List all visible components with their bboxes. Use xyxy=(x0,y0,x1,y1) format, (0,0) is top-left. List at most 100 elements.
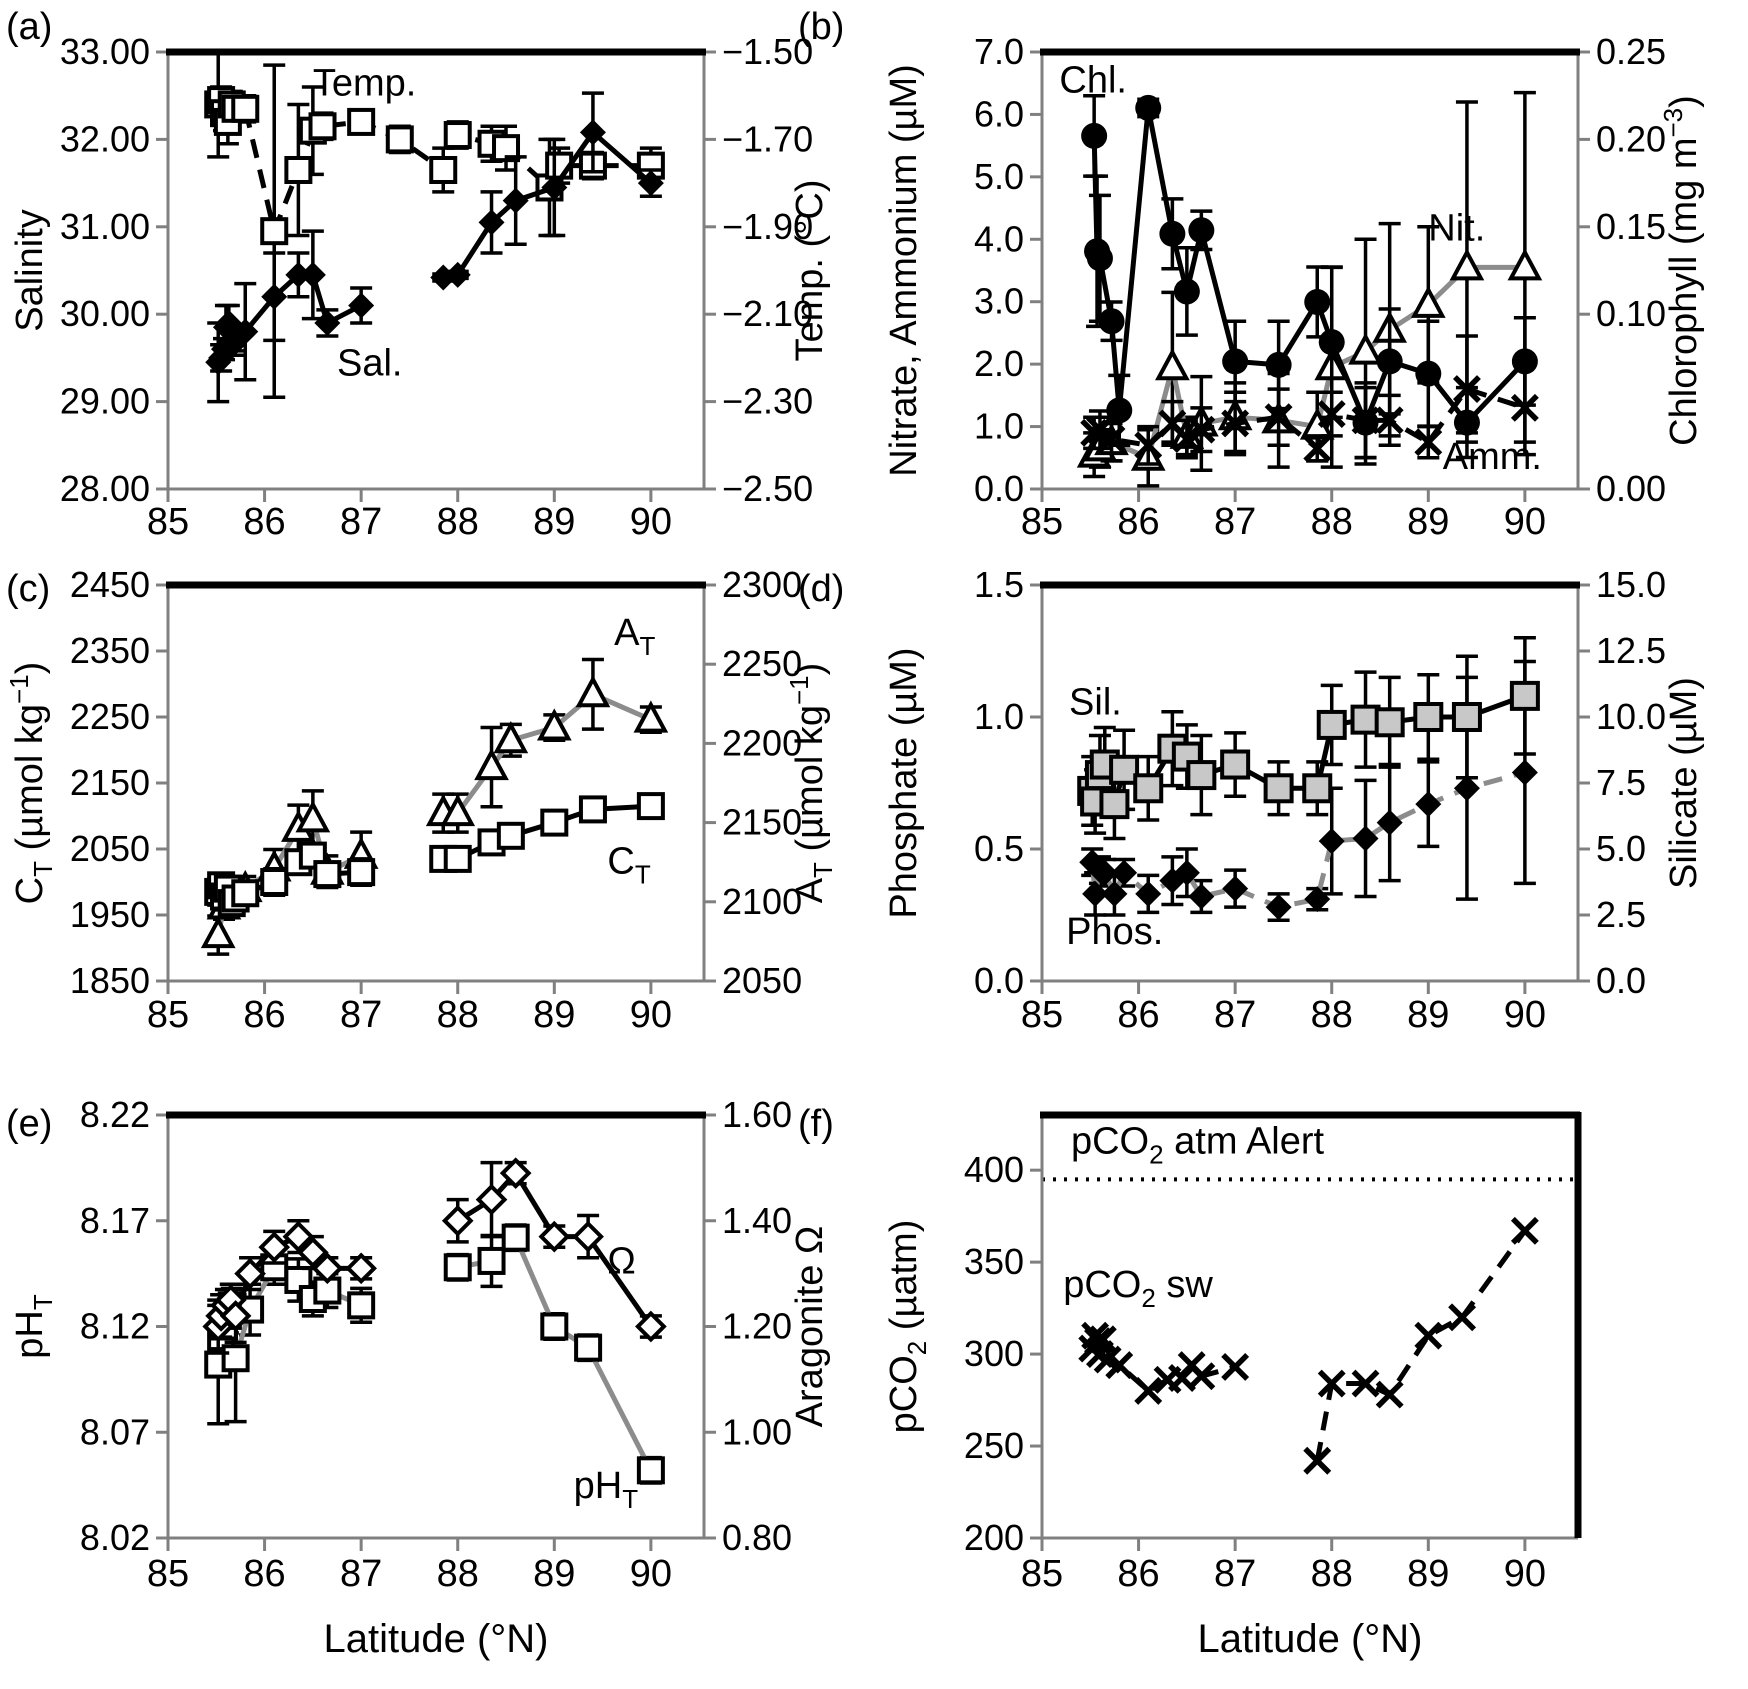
svg-text:86: 86 xyxy=(1117,1553,1159,1595)
left-axis: 1.5 1.0 0.5 0.0 Phosphate (µM) xyxy=(883,564,1042,1001)
right-axis: 0.25 0.20 0.15 0.10 0.00 Chlorophyll (mg m−3) xyxy=(1578,31,1705,509)
panel-e: 85 86 87 88 89 90 Latitude (°N) 8.22 8.17 8.12 8.0… xyxy=(0,1080,874,1689)
svg-text:200: 200 xyxy=(964,1517,1024,1558)
svg-text:10.0: 10.0 xyxy=(1596,696,1666,737)
svg-text:2350: 2350 xyxy=(70,630,150,671)
svg-text:29.00: 29.00 xyxy=(60,381,150,422)
svg-text:8.02: 8.02 xyxy=(80,1517,150,1558)
svg-text:1850: 1850 xyxy=(70,960,150,1001)
left-axis-title: Phosphate (µM) xyxy=(883,647,925,918)
panel-letter-c: (c) xyxy=(6,568,51,610)
svg-text:89: 89 xyxy=(533,994,575,1036)
svg-text:2.5: 2.5 xyxy=(1596,894,1646,935)
svg-text:5.0: 5.0 xyxy=(1596,828,1646,869)
left-axis-title: Nitrate, Ammonium (µM) xyxy=(883,64,925,477)
annotation: Nit. xyxy=(1428,208,1485,250)
svg-text:90: 90 xyxy=(1504,501,1546,540)
series-chlorophyll xyxy=(1081,93,1538,460)
panel-c: 85 86 87 88 89 90 2450 2350 2250 2150 2050 1950 1850… xyxy=(0,540,874,1080)
svg-text:2.0: 2.0 xyxy=(974,343,1024,384)
svg-text:2200: 2200 xyxy=(722,722,802,763)
svg-text:33.00: 33.00 xyxy=(60,31,150,72)
svg-text:−2.50: −2.50 xyxy=(722,468,813,509)
svg-text:88: 88 xyxy=(1311,1553,1353,1595)
svg-text:0.00: 0.00 xyxy=(1596,468,1666,509)
svg-text:89: 89 xyxy=(533,501,575,540)
svg-text:90: 90 xyxy=(1504,1553,1546,1595)
svg-text:8.22: 8.22 xyxy=(80,1094,150,1135)
panel-letter-f: (f) xyxy=(798,1103,834,1145)
svg-text:300: 300 xyxy=(964,1333,1024,1374)
series-silicate xyxy=(1077,636,1540,841)
panel-a-chart: 85 86 87 88 89 90 33.00 32.00 31.00 30.00 29.00 28.… xyxy=(9,31,831,540)
panel-letter-a: (a) xyxy=(6,6,53,48)
left-axis-title: pHT xyxy=(9,1294,58,1359)
series-aragonite-saturation-state xyxy=(202,1157,667,1355)
svg-text:4.0: 4.0 xyxy=(974,218,1024,259)
panel-d: 85 86 87 88 89 90 1.5 1.0 0.5 0.0 Phosphate (µM) 15… xyxy=(874,540,1748,1080)
svg-text:30.00: 30.00 xyxy=(60,293,150,334)
annotation: Sil. xyxy=(1069,681,1122,723)
svg-text:7.0: 7.0 xyxy=(974,31,1024,72)
svg-text:2250: 2250 xyxy=(70,696,150,737)
svg-text:85: 85 xyxy=(1021,501,1063,540)
svg-text:0.25: 0.25 xyxy=(1596,31,1666,72)
annotation: Ω xyxy=(607,1241,635,1283)
annotation: pHT xyxy=(574,1465,639,1514)
svg-text:3.0: 3.0 xyxy=(974,281,1024,322)
svg-text:2050: 2050 xyxy=(70,828,150,869)
panel-b-chart: 85 86 87 88 89 90 7.0 6.0 5.0 4.0 3.0 2.0 1.0 0.0 Nitr… xyxy=(883,31,1705,540)
svg-text:85: 85 xyxy=(147,501,189,540)
panel-letter-e: (e) xyxy=(6,1103,53,1145)
panel-d-chart: 85 86 87 88 89 90 1.5 1.0 0.5 0.0 Phosphate (µM) 15… xyxy=(883,564,1705,1036)
left-axis: 400 350 300 250 200 pCO2 (µatm) xyxy=(883,1149,1042,1558)
svg-text:250: 250 xyxy=(964,1425,1024,1466)
svg-text:−1.90: −1.90 xyxy=(722,206,813,247)
annotation: AT xyxy=(614,612,655,661)
svg-text:86: 86 xyxy=(1117,994,1159,1036)
panel-a: 85 86 87 88 89 90 33.00 32.00 31.00 30.00 29.00 28.… xyxy=(0,0,874,540)
x-axis-title: Latitude (°N) xyxy=(324,1617,549,1661)
annotation: CT xyxy=(607,840,650,889)
svg-text:350: 350 xyxy=(964,1241,1024,1282)
svg-text:87: 87 xyxy=(340,501,382,540)
svg-text:90: 90 xyxy=(630,1553,672,1595)
svg-text:85: 85 xyxy=(147,994,189,1036)
annotation: Sal. xyxy=(337,342,402,384)
svg-text:−2.30: −2.30 xyxy=(722,381,813,422)
svg-text:7.5: 7.5 xyxy=(1596,762,1646,803)
annotation: pCO2 atm Alert xyxy=(1071,1121,1325,1170)
right-axis-title: AT (µmol kg−1) xyxy=(784,663,838,904)
svg-text:1.00: 1.00 xyxy=(722,1411,792,1452)
svg-text:2300: 2300 xyxy=(722,564,802,605)
svg-text:86: 86 xyxy=(243,994,285,1036)
svg-text:88: 88 xyxy=(437,501,479,540)
x-axis-title: Latitude (°N) xyxy=(1198,1617,1423,1661)
svg-text:87: 87 xyxy=(340,994,382,1036)
svg-text:6.0: 6.0 xyxy=(974,93,1024,134)
annotation: Amm. xyxy=(1443,436,1542,478)
svg-text:0.0: 0.0 xyxy=(974,960,1024,1001)
series-phosphate xyxy=(1079,659,1538,923)
svg-text:1.0: 1.0 xyxy=(974,696,1024,737)
svg-text:−1.50: −1.50 xyxy=(722,31,813,72)
panel-f-chart: 85 86 87 88 89 90 Latitude (°N) 400 350 300 250 200… xyxy=(883,1111,1582,1661)
svg-text:0.20: 0.20 xyxy=(1596,118,1666,159)
svg-text:87: 87 xyxy=(1214,501,1256,540)
svg-text:2150: 2150 xyxy=(70,762,150,803)
svg-text:1950: 1950 xyxy=(70,894,150,935)
svg-text:2250: 2250 xyxy=(722,643,802,684)
svg-text:0.5: 0.5 xyxy=(974,828,1024,869)
panel-f: 85 86 87 88 89 90 Latitude (°N) 400 350 300 250 200… xyxy=(874,1080,1748,1689)
svg-text:2150: 2150 xyxy=(722,802,802,843)
svg-text:88: 88 xyxy=(437,1553,479,1595)
x-axis: 85 86 87 88 89 90 Latitude (°N) xyxy=(1021,1538,1546,1661)
svg-text:0.0: 0.0 xyxy=(974,468,1024,509)
svg-text:0.15: 0.15 xyxy=(1596,206,1666,247)
svg-text:88: 88 xyxy=(1311,501,1353,540)
svg-text:1.20: 1.20 xyxy=(722,1306,792,1347)
series-salinity xyxy=(205,91,664,404)
left-axis-title: CT (µmol kg−1) xyxy=(4,662,58,905)
svg-text:0.10: 0.10 xyxy=(1596,293,1666,334)
